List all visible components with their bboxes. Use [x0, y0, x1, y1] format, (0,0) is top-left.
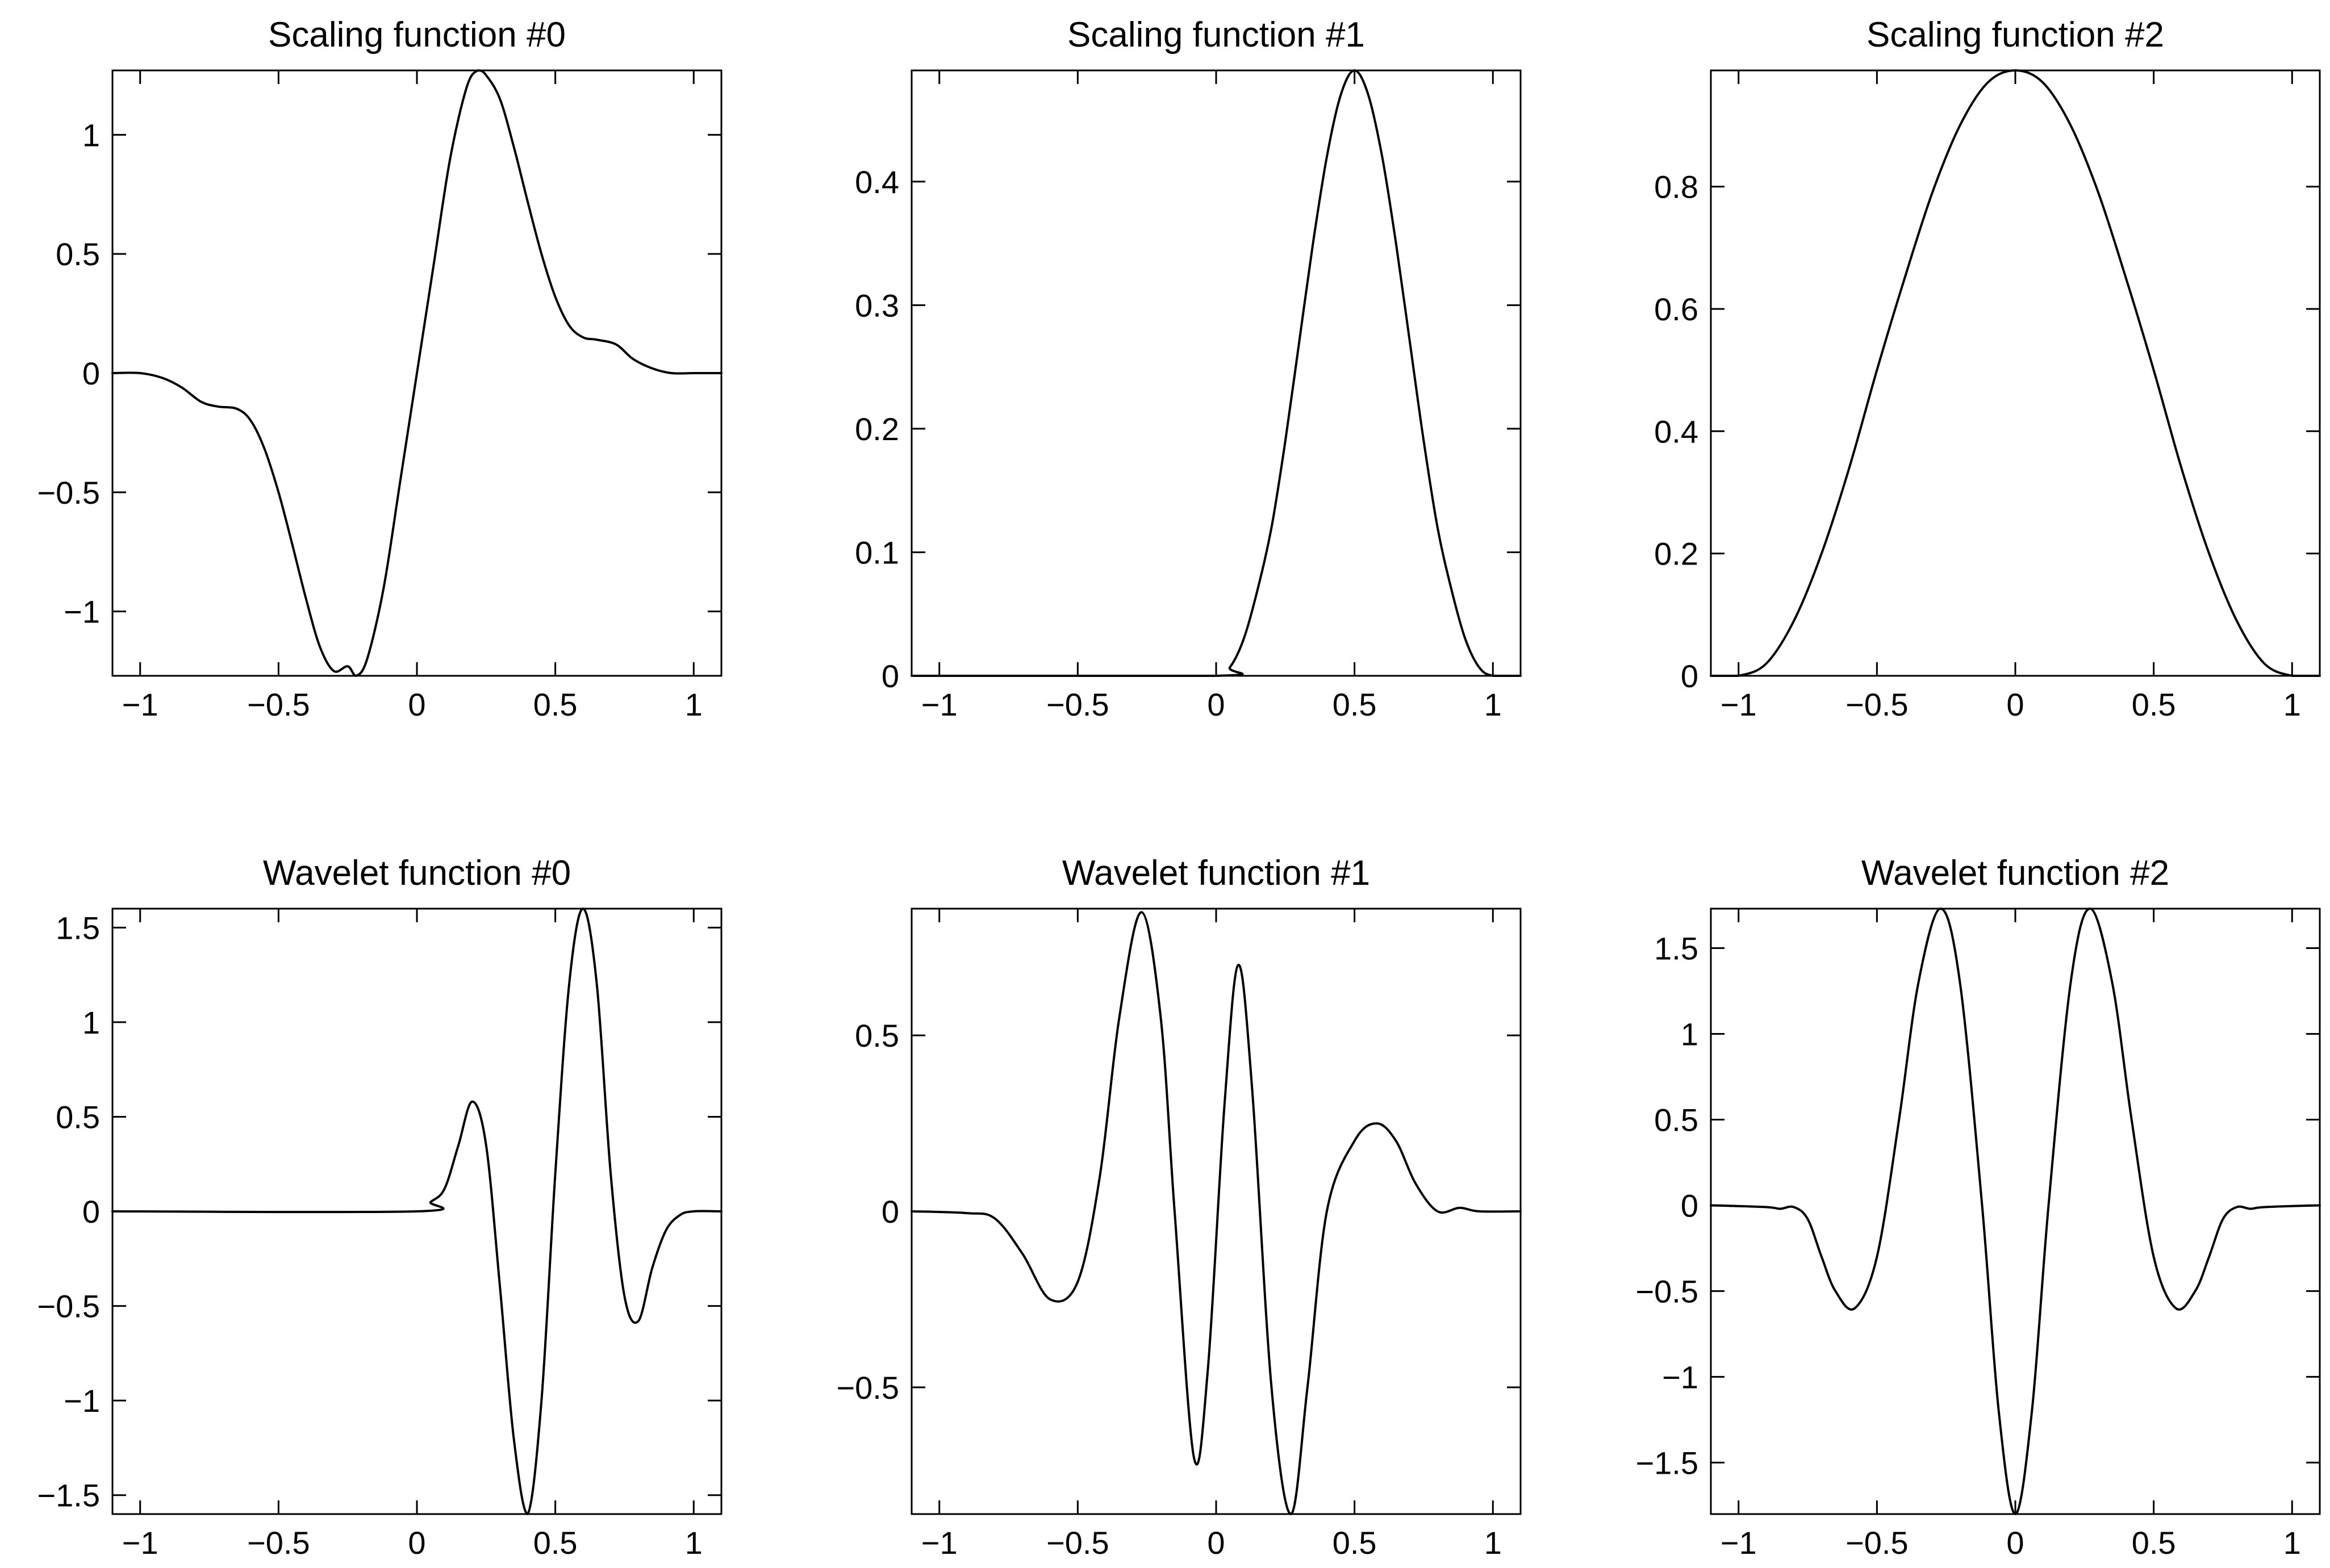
y-tick-label: 0.3 [855, 287, 899, 323]
x-tick-label: −0.5 [1845, 1525, 1909, 1561]
y-tick-label: 0.5 [1654, 1102, 1698, 1138]
x-tick-label: −1 [1721, 1525, 1757, 1561]
x-tick-label: 0.5 [1333, 687, 1377, 722]
y-tick-label: −0.5 [836, 1370, 899, 1406]
series-line-wavelet-1 [911, 911, 1522, 1515]
y-tick-label: 0.5 [855, 1018, 899, 1053]
subplot-title: Wavelet function #2 [1861, 854, 2169, 893]
x-tick-label: 0 [2006, 687, 2024, 722]
y-tick-label: −0.5 [37, 475, 100, 511]
x-tick-label: −1 [1721, 687, 1757, 722]
x-tick-label: 0.5 [533, 687, 578, 722]
x-tick-label: 0.5 [2132, 1525, 2176, 1561]
y-tick-label: −0.5 [1635, 1273, 1698, 1309]
subplot-2: Scaling function #1 −1 −0.5 0 0.5 1 0 0.1 0.2 0.3… [855, 15, 1522, 722]
x-tick-label: −0.5 [1845, 687, 1909, 722]
x-tick-label: 1 [1484, 1525, 1502, 1561]
y-tick-label: −1.5 [37, 1478, 100, 1513]
y-tick-label: 0.2 [1654, 536, 1698, 572]
subplot-title: Wavelet function #0 [263, 854, 571, 893]
x-tick-label: 0 [2006, 1525, 2024, 1561]
y-tick-label: 1 [82, 117, 100, 153]
series-line-wavelet-2 [1710, 908, 2321, 1515]
y-tick-label: 0 [1681, 658, 1698, 694]
subplot-title: Scaling function #2 [1866, 15, 2164, 55]
x-tick-label: −0.5 [247, 687, 310, 722]
x-tick-label: −0.5 [247, 1525, 310, 1561]
y-tick-label: 0.6 [1654, 291, 1698, 327]
x-tick-label: 0 [1207, 1525, 1225, 1561]
subplot-title: Scaling function #1 [1067, 15, 1365, 55]
subplot-3: Scaling function #2 −1 −0.5 0 0.5 1 0 0.2 0.4 0.6… [1654, 15, 2321, 722]
subplot-4: Wavelet function #0 −1 −0.5 0 0.5 1 −1.5 −1 −0.5… [37, 854, 723, 1561]
y-tick-label: 0.2 [855, 411, 899, 447]
y-tick-label: 0 [882, 658, 899, 694]
subplot-title: Wavelet function #1 [1062, 854, 1370, 893]
series-line-wavelet-0 [111, 908, 723, 1515]
y-tick-label: 1.5 [56, 910, 100, 946]
y-tick-label: 1.5 [1654, 930, 1698, 966]
y-tick-label: −0.5 [37, 1289, 100, 1324]
x-tick-label: 1 [685, 1525, 703, 1561]
subplot-title: Scaling function #0 [268, 15, 566, 55]
y-tick-label: −1 [64, 1383, 100, 1419]
subplot-6: Wavelet function #2 −1 −0.5 0 0.5 1 −1.5 −1 −0.5… [1635, 854, 2321, 1561]
x-tick-label: 0 [408, 687, 425, 722]
y-tick-label: 1 [1681, 1016, 1698, 1052]
axes-frame [911, 908, 1522, 1515]
x-tick-label: −0.5 [1046, 1525, 1109, 1561]
x-tick-label: −1 [122, 687, 158, 722]
y-tick-label: −1 [64, 594, 100, 630]
y-tick-label: 0.1 [855, 534, 899, 570]
x-tick-label: −1 [122, 1525, 158, 1561]
y-tick-label: 0.5 [56, 1099, 100, 1135]
y-tick-label: 0.4 [855, 164, 899, 200]
series-line-scaling-2 [1710, 69, 2321, 677]
x-tick-label: 0.5 [1333, 1525, 1377, 1561]
x-tick-label: 1 [2283, 687, 2301, 722]
x-tick-label: 0.5 [2132, 687, 2176, 722]
x-tick-label: 0 [1207, 687, 1225, 722]
x-tick-label: 1 [1484, 687, 1502, 722]
axes-frame [1710, 69, 2321, 677]
y-tick-label: 0.4 [1654, 413, 1698, 449]
x-tick-label: −1 [921, 1525, 958, 1561]
subplot-5: Wavelet function #1 −1 −0.5 0 0.5 1 −0.5 0 0.5 [836, 854, 1522, 1561]
y-tick-label: −1 [1662, 1359, 1698, 1395]
x-tick-label: 1 [685, 687, 703, 722]
y-tick-label: 0 [82, 356, 100, 391]
y-tick-label: 1 [82, 1005, 100, 1040]
x-tick-label: −1 [921, 687, 958, 722]
y-tick-label: −1.5 [1635, 1445, 1698, 1481]
series-line-scaling-1 [911, 69, 1522, 678]
x-tick-label: 1 [2283, 1525, 2301, 1561]
x-tick-label: −0.5 [1046, 687, 1109, 722]
series-line-scaling-0 [111, 69, 723, 677]
y-tick-label: 0 [882, 1194, 899, 1230]
axes-frame [911, 69, 1522, 677]
y-tick-label: 0 [1681, 1188, 1698, 1223]
subplot-1: Scaling function #0 −1 −0.5 0 0.5 1 −1 −0.5 0 0.5… [37, 15, 723, 722]
y-tick-label: 0 [82, 1194, 100, 1230]
x-tick-label: 0 [408, 1525, 425, 1561]
y-tick-label: 0.5 [56, 236, 100, 272]
x-tick-label: 0.5 [533, 1525, 578, 1561]
y-tick-label: 0.8 [1654, 169, 1698, 205]
